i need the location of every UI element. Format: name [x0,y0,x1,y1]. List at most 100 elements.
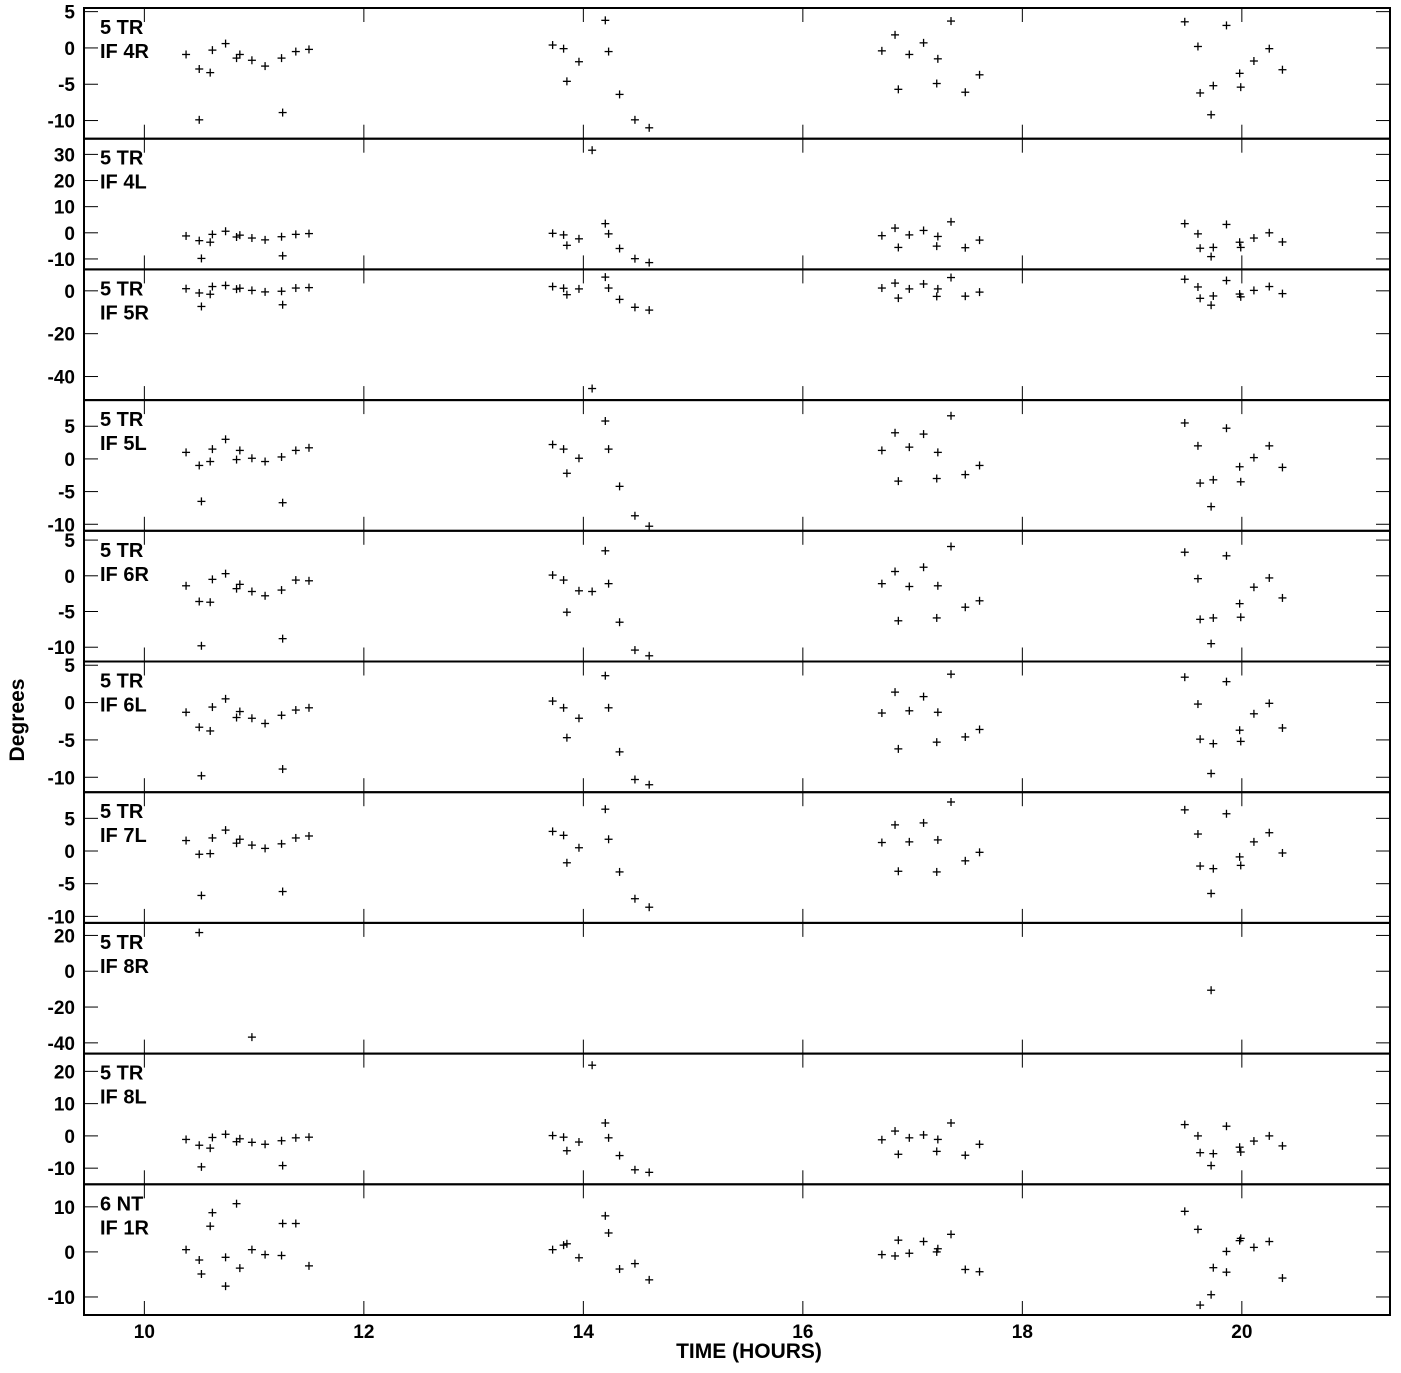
panel-label-station: 5 TR [100,17,144,39]
data-point [1265,441,1274,450]
data-point [548,1245,557,1254]
data-point [601,671,610,680]
data-point [195,236,204,245]
y-tick-label: -20 [48,998,75,1019]
panel-frame [83,268,1391,402]
data-point [206,1144,215,1153]
data-point [961,88,970,97]
panel-label-if: IF 6R [100,564,149,586]
data-point [891,1251,900,1260]
data-point [1265,282,1274,291]
data-point [559,576,568,585]
data-point [247,714,256,723]
data-point [1278,65,1287,74]
y-tick-label: -10 [48,1159,75,1180]
y-tick-label: 5 [64,417,75,438]
data-point [235,284,244,293]
data-point [645,1275,654,1284]
data-point [208,1208,217,1217]
panel-frame [83,7,1391,140]
data-point [548,41,557,50]
data-point [1180,673,1189,682]
data-point [933,708,942,717]
data-point [601,417,610,426]
data-point [1278,237,1287,246]
data-point [1249,837,1258,846]
y-tick-label: 20 [54,172,75,193]
panel-label-if: IF 7L [100,825,147,847]
data-point [291,47,300,56]
data-point [947,217,956,226]
data-point [559,445,568,454]
data-point [197,771,206,780]
data-point [933,448,942,457]
y-tick-label: 0 [64,1243,75,1264]
data-point [1236,737,1245,746]
y-tick-label: 0 [64,450,75,471]
data-point [221,1282,230,1291]
data-point [932,474,941,483]
data-point [261,287,270,296]
data-point [261,719,270,728]
data-point [615,747,624,756]
data-point [961,603,970,612]
data-point [919,38,928,47]
data-point [630,511,639,520]
data-point [1207,769,1216,778]
data-point [604,445,613,454]
data-point [645,1168,654,1177]
data-point [1207,986,1216,995]
data-point [562,77,571,86]
data-point [261,1250,270,1259]
y-tick-label: -10 [48,768,75,789]
data-point [630,775,639,784]
panel-label-if: IF 1R [100,1217,149,1239]
data-point [195,928,204,937]
y-tick-label: 20 [54,926,75,947]
x-axis: 10 12 14 16 18 20 [134,1322,1253,1343]
data-point [208,46,217,55]
data-point [961,1265,970,1274]
data-point [235,231,244,240]
data-point [891,279,900,288]
data-point [197,254,206,263]
data-point [604,229,613,238]
data-point [932,1147,941,1156]
data-point [891,428,900,437]
data-point [232,455,241,464]
data-point [206,598,215,607]
data-point [1236,83,1245,92]
data-point [221,39,230,48]
y-tick-label: -10 [48,515,75,536]
data-point [932,867,941,876]
data-point [291,284,300,293]
data-point [933,835,942,844]
data-point [933,232,942,241]
data-point [601,16,610,25]
data-point [1235,1143,1244,1152]
y-axis-title: Degrees [6,679,29,762]
data-point [932,292,941,301]
data-point [206,1222,215,1231]
data-point [615,482,624,491]
y-tick-label: 0 [64,1127,75,1148]
data-point [975,725,984,734]
y-tick-label: 0 [64,224,75,245]
data-point [1222,1247,1231,1256]
y-tick-label: 20 [54,1062,75,1083]
data-point [1209,739,1218,748]
data-point [208,1133,217,1142]
data-point [1278,848,1287,857]
data-point [1180,805,1189,814]
data-point [247,56,256,65]
data-point [304,576,313,585]
data-point [1222,276,1231,285]
data-point [1236,477,1245,486]
y-tick-label: 0 [64,39,75,60]
data-point [247,286,256,295]
data-point [197,497,206,506]
data-point [975,1267,984,1276]
panel-label-station: 5 TR [100,671,144,693]
data-point [891,567,900,576]
